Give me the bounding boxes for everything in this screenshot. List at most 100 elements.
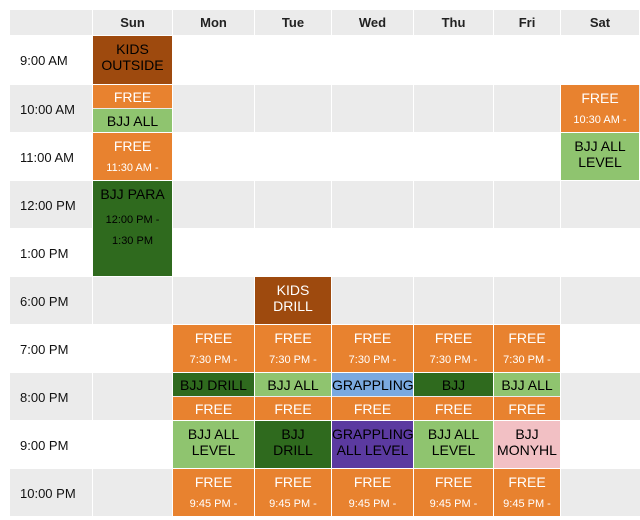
time-label: 10:00 PM [20,485,76,501]
event-title: FREE [508,330,546,346]
event-block-mon-free-830[interactable]: FREE [173,397,254,420]
event-block-thu-bjj-all-level[interactable]: BJJ ALL LEVEL [414,421,493,468]
time-label: 7:00 PM [20,341,69,357]
event-time: 9:45 PM - [503,498,551,511]
event-block-tue-free-10[interactable]: FREE 9:45 PM - [255,469,331,516]
event-time: 7:30 PM - [348,354,397,367]
event-block-tue-free-7[interactable]: FREE 7:30 PM - [255,325,331,372]
event-title: FREE [508,474,546,490]
event-time: 12:00 PM -1:30 PM [105,214,160,247]
event-title: GRAPPLING ALL LEVEL [332,426,413,459]
event-time: 7:30 PM - [189,354,238,367]
event-title: FREE [274,330,312,346]
event-title: BJJ PARA [100,186,165,202]
column-divider [331,36,332,518]
event-block-mon-free-7[interactable]: FREE 7:30 PM - [173,325,254,372]
event-title: BJJ [441,377,466,393]
time-label: 8:00 PM [20,389,69,405]
time-label: 1:00 PM [20,245,69,261]
event-time: 9:45 PM - [189,498,238,511]
event-time: 9:45 PM - [348,498,397,511]
event-title: FREE [274,474,312,490]
event-block-tue-kids-drill[interactable]: KIDS DRILL [255,277,331,324]
time-label: 10:00 AM [20,101,75,117]
event-time: 9:45 PM - [269,498,317,511]
event-block-fri-free-10[interactable]: FREE 9:45 PM - [494,469,560,516]
day-header-sat: Sat [561,10,639,35]
time-label: 9:00 PM [20,437,69,453]
event-title: BJJ DRILL [180,377,247,393]
event-time: 7:30 PM - [269,354,317,367]
event-block-wed-free-10[interactable]: FREE 9:45 PM - [332,469,413,516]
day-header-wed: Wed [332,10,413,35]
column-divider [493,36,494,518]
event-title: BJJ ALL [267,377,319,393]
event-block-thu-free-10[interactable]: FREE 9:45 PM - [414,469,493,516]
event-time: 11:30 AM - [106,162,159,175]
event-title: FREE [194,401,233,417]
column-divider [254,36,255,518]
event-title: BJJ ALL LEVEL [427,426,480,459]
event-block-tue-bjj-all[interactable]: BJJ ALL [255,373,331,396]
event-title: BJJ MONYHL [497,426,557,459]
day-header-thu: Thu [414,10,493,35]
event-title: FREE [434,330,473,346]
time-label: 6:00 PM [20,293,69,309]
day-header-fri: Fri [494,10,560,35]
event-title: KIDS DRILL [273,282,313,315]
event-block-mon-free-10[interactable]: FREE 9:45 PM - [173,469,254,516]
event-title: BJJ ALL [501,377,553,393]
event-block-wed-free-830[interactable]: FREE [332,397,413,420]
event-title: FREE [353,401,392,417]
time-label: 9:00 AM [20,53,68,68]
event-title: FREE [113,138,152,154]
event-title: FREE [194,474,233,490]
event-title: FREE [274,401,312,417]
time-label: 12:00 PM [20,197,76,213]
event-title: FREE [353,330,392,346]
event-block-wed-grappling[interactable]: GRAPPLING [332,373,413,396]
event-block-tue-free-830[interactable]: FREE [255,397,331,420]
event-block-sun-bjj-para[interactable]: BJJ PARA 12:00 PM -1:30 PM [93,181,172,276]
day-header-tue: Tue [255,10,331,35]
event-block-fri-free-7[interactable]: FREE 7:30 PM - [494,325,560,372]
event-title: FREE [434,401,473,417]
event-title: FREE [508,401,546,417]
event-title: BJJ ALL LEVEL [187,426,240,459]
day-header-sun: Sun [93,10,172,35]
event-block-tue-bjj-drill[interactable]: BJJ DRILL [255,421,331,468]
event-block-fri-free-830[interactable]: FREE [494,397,560,420]
event-block-sun-free-11[interactable]: FREE 11:30 AM - [93,133,172,180]
event-title: FREE [434,474,473,490]
event-block-wed-free-7[interactable]: FREE 7:30 PM - [332,325,413,372]
event-time: 7:30 PM - [503,354,551,367]
event-time: 9:45 PM - [429,498,478,511]
event-block-thu-free-830[interactable]: FREE [414,397,493,420]
event-title: FREE [353,474,392,490]
event-block-mon-bjj-all-level[interactable]: BJJ ALL LEVEL [173,421,254,468]
event-title: BJJ ALL LEVEL [574,138,626,171]
event-title: GRAPPLING [332,377,413,393]
time-label: 11:00 AM [20,149,74,165]
event-block-wed-grappling-all[interactable]: GRAPPLING ALL LEVEL [332,421,413,468]
event-block-sun-kids-outside[interactable]: KIDS OUTSIDE [93,36,172,84]
event-title: FREE [113,89,152,105]
event-title: KIDS OUTSIDE [101,41,164,74]
event-block-sun-free-10[interactable]: FREE [93,85,172,108]
event-block-thu-free-7[interactable]: FREE 7:30 PM - [414,325,493,372]
column-divider [413,36,414,518]
event-block-mon-bjj-drill[interactable]: BJJ DRILL [173,373,254,396]
event-block-fri-bjj-monyhl[interactable]: BJJ MONYHL [494,421,560,468]
event-title: BJJ DRILL [273,426,313,459]
event-block-sat-bjj-all-level[interactable]: BJJ ALL LEVEL [561,133,639,180]
event-title: FREE [581,90,619,106]
event-block-fri-bjj-all[interactable]: BJJ ALL [494,373,560,396]
event-block-sat-free-10[interactable]: FREE 10:30 AM - [561,85,639,132]
event-block-sun-bjj-all[interactable]: BJJ ALL [93,109,172,132]
event-time: 7:30 PM - [429,354,478,367]
column-divider [92,36,93,518]
column-divider [172,36,173,518]
day-header-mon: Mon [173,10,254,35]
event-block-thu-bjj[interactable]: BJJ [414,373,493,396]
event-time: 10:30 AM - [573,114,627,127]
